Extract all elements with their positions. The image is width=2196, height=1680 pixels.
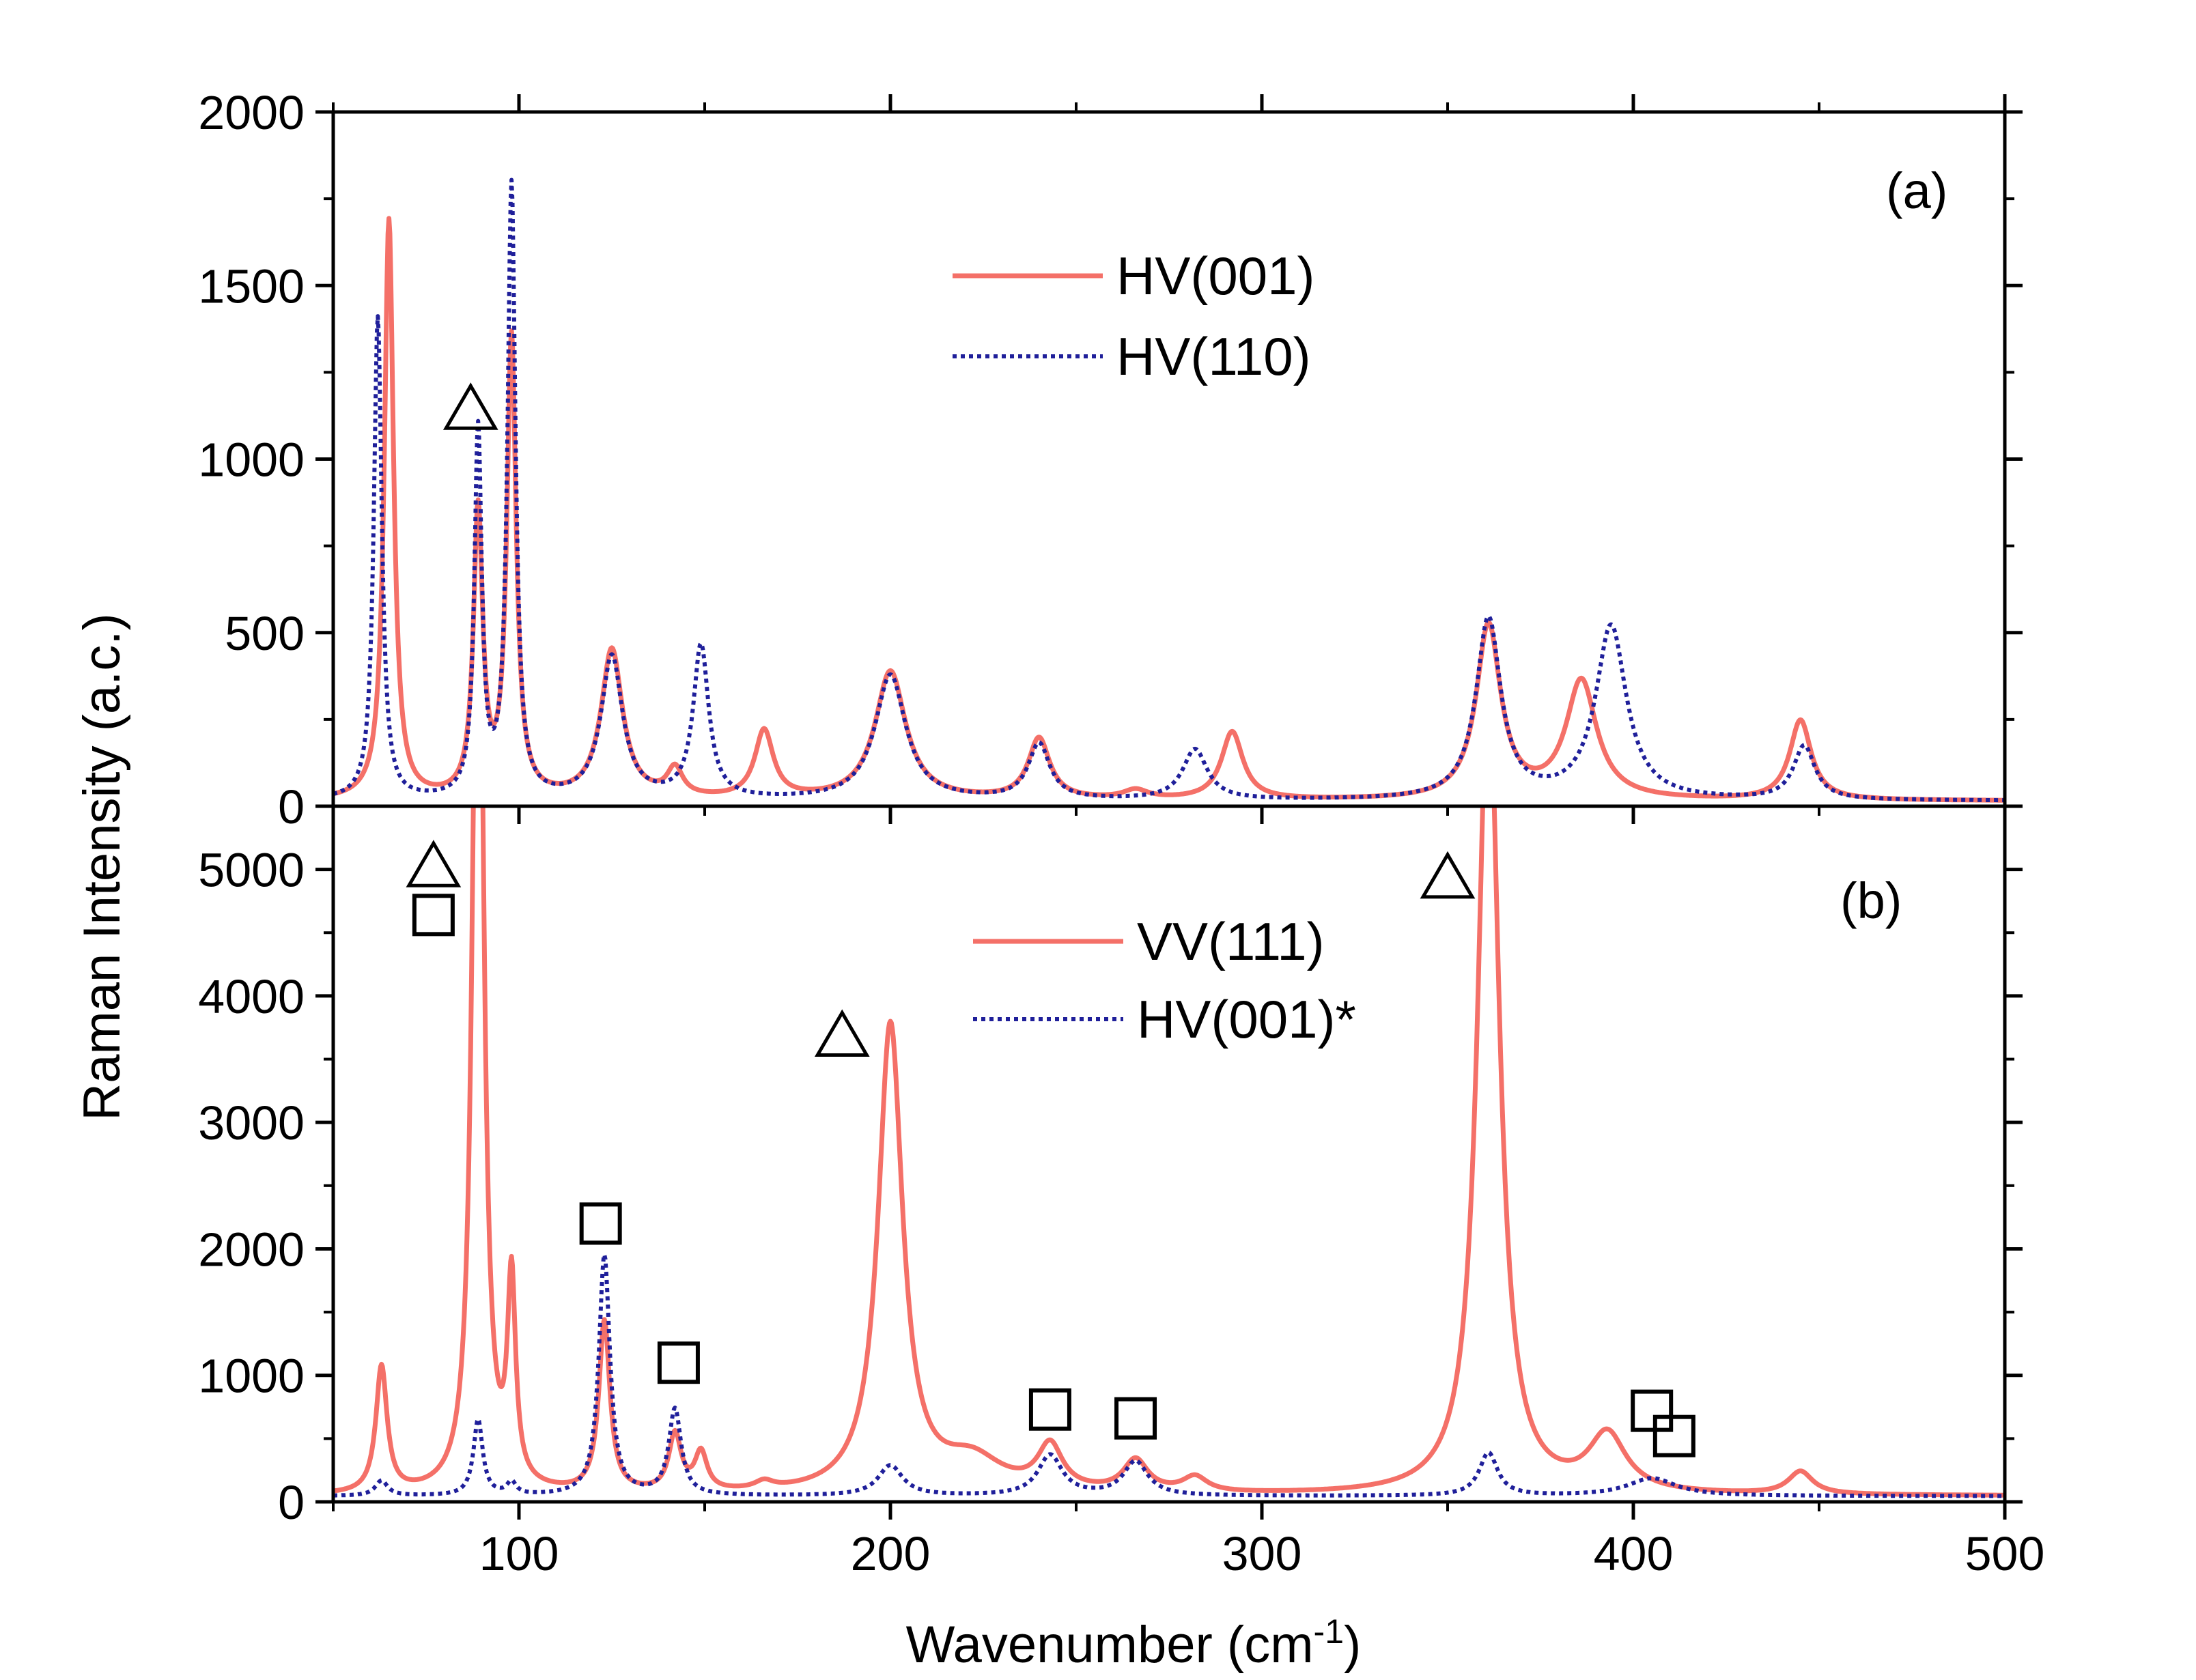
panel-a: 0 500 1000 1500 2000 (a) HV(001) HV(110) bbox=[198, 86, 2023, 834]
x-axis-title-main: Wavenumber (cm bbox=[906, 1616, 1314, 1674]
y-tick-label: 4000 bbox=[198, 970, 305, 1023]
x-tick-label: 500 bbox=[1965, 1527, 2045, 1580]
triangle-marker bbox=[814, 1009, 870, 1057]
legend-label: VV(111) bbox=[1137, 911, 1325, 971]
triangle-marker bbox=[406, 840, 462, 887]
x-axis-title-end: ) bbox=[1344, 1616, 1361, 1674]
square-marker bbox=[579, 1202, 622, 1245]
panel-label: (b) bbox=[1840, 872, 1902, 929]
legend-label: HV(001) bbox=[1116, 246, 1314, 306]
y-tick-label: 0 bbox=[278, 780, 305, 834]
x-tick-label: 200 bbox=[851, 1527, 931, 1580]
plot-frame bbox=[331, 110, 2007, 808]
legend-label: HV(001)* bbox=[1137, 989, 1356, 1049]
y-axis-title: Raman Intensity (a.c.) bbox=[73, 613, 131, 1120]
series-line-hv-110- bbox=[333, 177, 2005, 803]
square-marker bbox=[412, 894, 455, 937]
square-marker bbox=[657, 1341, 700, 1384]
y-tick-label: 5000 bbox=[198, 844, 305, 897]
y-tick-label: 0 bbox=[278, 1476, 305, 1529]
x-tick-label: 100 bbox=[479, 1527, 559, 1580]
square-marker bbox=[1652, 1414, 1695, 1457]
triangle-marker bbox=[442, 382, 498, 430]
square-marker bbox=[1114, 1397, 1157, 1440]
x-tick-label: 300 bbox=[1222, 1527, 1302, 1580]
series-line-hv-001- bbox=[333, 1252, 2005, 1498]
y-tick-label: 1000 bbox=[198, 433, 305, 487]
y-tick-label: 1500 bbox=[198, 259, 305, 313]
triangle-marker bbox=[1420, 851, 1476, 899]
series-line-vv-111- bbox=[333, 806, 2005, 1498]
square-marker bbox=[1631, 1389, 1674, 1432]
y-tick-label: 1000 bbox=[198, 1350, 305, 1403]
square-marker bbox=[1028, 1388, 1071, 1431]
x-axis-title-superscript: -1 bbox=[1314, 1612, 1344, 1651]
panel-b: 0 1000 2000 3000 4000 5000 100 200 300 400 500 (b) V… bbox=[198, 804, 2045, 1580]
panel-label: (a) bbox=[1886, 162, 1947, 219]
y-tick-label: 2000 bbox=[198, 1223, 305, 1276]
y-tick-label: 2000 bbox=[198, 86, 305, 139]
x-tick-label: 400 bbox=[1594, 1527, 1674, 1580]
plot-frame bbox=[331, 804, 2007, 1504]
x-axis-title: Wavenumber (cm-1) bbox=[906, 1612, 1362, 1674]
y-tick-label: 500 bbox=[225, 607, 305, 660]
y-tick-label: 3000 bbox=[198, 1096, 305, 1150]
legend-label: HV(110) bbox=[1116, 326, 1311, 386]
series-line-hv-001- bbox=[333, 216, 2005, 803]
